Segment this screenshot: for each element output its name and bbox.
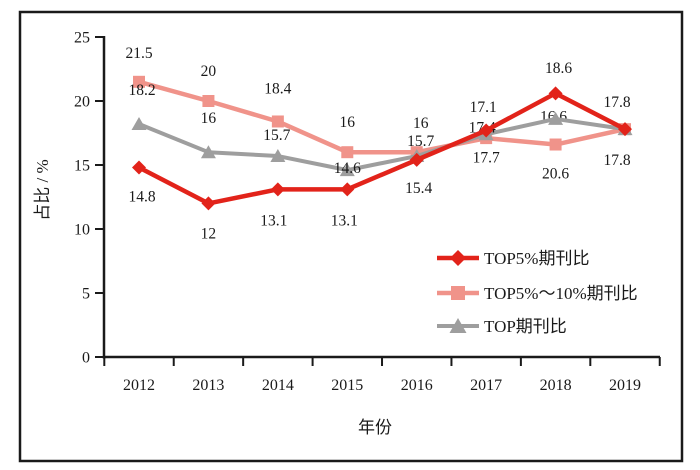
triangle-marker: [548, 111, 564, 125]
square-marker: [202, 95, 215, 107]
value-label: 14.8: [128, 189, 155, 206]
x-tick-label: 2015: [331, 377, 363, 394]
value-label: 17.1: [470, 99, 497, 116]
triangle-marker: [449, 318, 467, 333]
value-label: 20.6: [542, 165, 569, 182]
value-label: 18.6: [545, 60, 572, 77]
diamond-marker: [132, 160, 146, 175]
series-line-2: [138, 116, 626, 173]
x-tick-label: 2012: [123, 377, 155, 394]
diamond-marker: [548, 86, 563, 101]
series-line-0: [137, 91, 627, 206]
value-label: 12: [201, 225, 217, 242]
value-label: 17.7: [473, 149, 500, 166]
value-label: 15.7: [263, 127, 290, 144]
triangle-marker: [339, 163, 355, 177]
value-label: 17.8: [603, 94, 630, 111]
series-line-1: [138, 79, 626, 155]
value-label: 15.7: [407, 133, 434, 150]
diamond-marker: [270, 182, 285, 197]
legend-item-0: TOP5%期刊比: [437, 249, 589, 268]
y-tick-label: 0: [82, 350, 90, 367]
x-tick-label: 2014: [262, 377, 294, 394]
y-axis-title: 占比 / %: [33, 159, 52, 220]
value-label: 16: [340, 114, 356, 131]
diamond-marker: [450, 250, 466, 266]
x-tick-label: 2017: [470, 377, 502, 394]
value-label: 15.4: [405, 180, 432, 197]
x-axis-title: 年份: [358, 418, 392, 437]
diamond-marker: [479, 123, 494, 138]
square-marker: [341, 146, 354, 159]
x-tick-label: 2019: [609, 377, 641, 394]
value-label: 17.8: [603, 152, 630, 169]
value-label: 16: [201, 110, 217, 127]
legend-item-1: TOP5%～10%期刊比: [437, 284, 638, 303]
legend-label: TOP5%～10%期刊比: [484, 284, 638, 303]
legend-label: TOP期刊比: [484, 317, 567, 336]
y-tick-label: 5: [82, 286, 90, 303]
legend-label: TOP5%期刊比: [484, 249, 589, 268]
square-marker: [549, 138, 562, 151]
y-tick-label: 15: [74, 158, 90, 175]
triangle-marker: [131, 117, 147, 131]
x-tick-label: 2013: [192, 377, 224, 394]
square-marker: [451, 286, 465, 300]
square-marker: [271, 115, 284, 128]
y-tick-label: 20: [74, 94, 90, 111]
value-label: 18.4: [264, 80, 291, 97]
legend-item-2: TOP期刊比: [437, 317, 567, 336]
x-tick-label: 2018: [540, 377, 572, 394]
value-label: 20: [201, 63, 217, 80]
y-tick-label: 10: [74, 222, 90, 239]
value-label: 18.2: [128, 82, 155, 99]
y-tick-label: 25: [74, 30, 90, 47]
value-label: 14.6: [334, 160, 361, 177]
value-label: 21.5: [125, 45, 152, 62]
diamond-marker: [618, 122, 633, 137]
value-label: 16: [413, 115, 429, 132]
value-label: 13.1: [260, 212, 287, 229]
square-marker: [133, 75, 145, 88]
diamond-marker: [340, 182, 355, 197]
figure-border: [18, 10, 684, 463]
diamond-marker: [201, 196, 216, 211]
x-tick-label: 2016: [401, 377, 433, 394]
triangle-marker: [200, 145, 216, 159]
value-label: 13.1: [331, 212, 358, 229]
diamond-marker: [409, 152, 424, 167]
triangle-marker: [270, 149, 286, 163]
